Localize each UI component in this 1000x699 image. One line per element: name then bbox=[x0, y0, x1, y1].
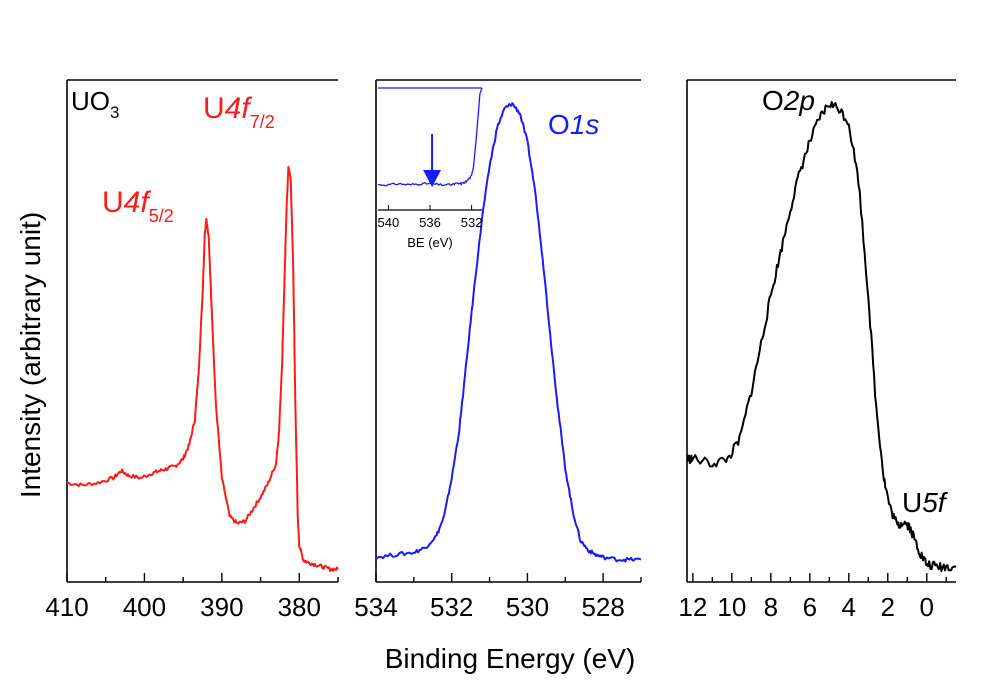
peak-label-U5f: U5f bbox=[902, 487, 949, 518]
x-tick-label: 390 bbox=[200, 592, 243, 622]
sample-label: UO3 bbox=[71, 86, 119, 122]
x-tick-label: 6 bbox=[803, 592, 817, 622]
x-tick-label: 410 bbox=[45, 592, 88, 622]
spectrum-line-U4f bbox=[66, 165, 339, 572]
inset-x-tick-label: 536 bbox=[419, 215, 441, 230]
panel-valence: 12 10 8 6 4 2 0 O2p U5f bbox=[678, 79, 957, 622]
x-tick-label: 534 bbox=[354, 592, 397, 622]
panel-U4f: 410 400 390 380 UO3 U4f5/2 U4f7/2 bbox=[45, 79, 339, 622]
x-tick-label: 528 bbox=[581, 592, 624, 622]
peak-label-U4f7/2: U4f7/2 bbox=[203, 92, 275, 132]
x-tick-label: 400 bbox=[123, 592, 166, 622]
peak-label-U4f5/2: U4f5/2 bbox=[102, 186, 174, 226]
x-tick-label: 12 bbox=[678, 592, 707, 622]
inset-x-label: BE (eV) bbox=[407, 235, 453, 250]
inset-plot: 540 536 532 BE (eV) bbox=[377, 87, 483, 250]
x-tick-label: 532 bbox=[430, 592, 473, 622]
x-tick-label: 10 bbox=[717, 592, 746, 622]
inset-x-tick-label: 540 bbox=[378, 215, 400, 230]
x-tick-label: 530 bbox=[506, 592, 549, 622]
spectrum-line-O1s bbox=[375, 102, 642, 563]
peak-label-O2p: O2p bbox=[762, 85, 815, 116]
x-axis-label: Binding Energy (eV) bbox=[385, 643, 636, 674]
x-tick-label: 380 bbox=[278, 592, 321, 622]
x-tick-label: 4 bbox=[842, 592, 856, 622]
x-tick-label: 2 bbox=[881, 592, 895, 622]
inset-arrow-head bbox=[423, 170, 442, 187]
panel-O1s: 534 532 530 528 O1s 540 536 532 BE (eV) bbox=[354, 79, 642, 622]
x-tick-label: 0 bbox=[920, 592, 934, 622]
y-axis-label: Intensity (arbitrary unit) bbox=[15, 212, 46, 498]
inset-x-tick-label: 532 bbox=[461, 215, 483, 230]
x-tick-label: 8 bbox=[764, 592, 778, 622]
inset-spectrum-line bbox=[377, 87, 483, 187]
peak-label-O1s: O1s bbox=[548, 109, 599, 140]
spectrum-line-valence bbox=[686, 101, 957, 573]
